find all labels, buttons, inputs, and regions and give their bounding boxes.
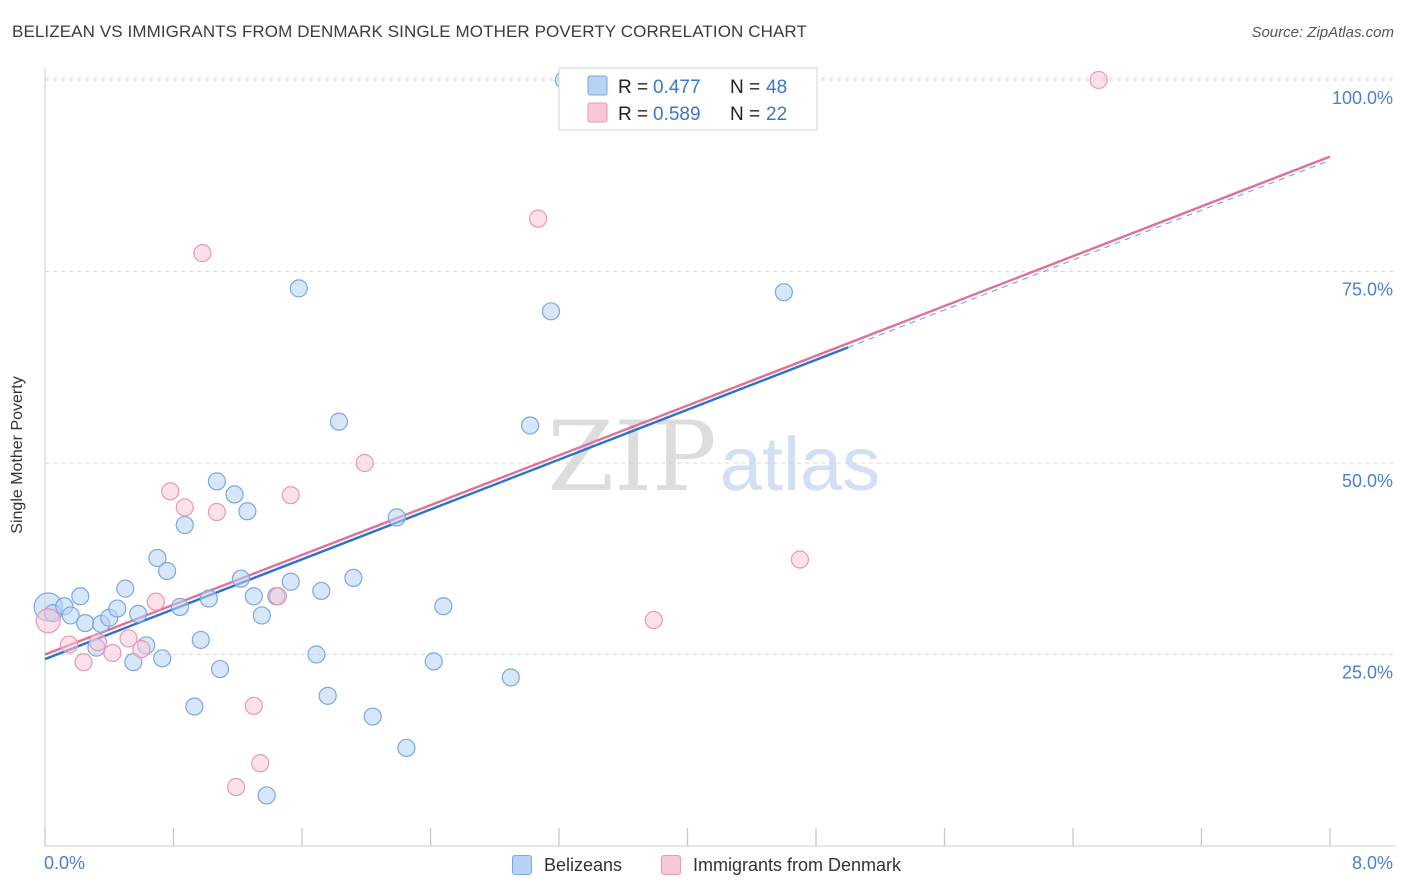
belizeans-point-17 <box>170 597 190 617</box>
denmark-point-3 <box>88 633 108 652</box>
denmark-point-15 <box>268 587 288 606</box>
denmark-point-18 <box>529 209 548 228</box>
denmark-point-20 <box>790 550 810 569</box>
belizeans-point-34 <box>312 581 331 601</box>
belizeans-point-47 <box>774 283 793 302</box>
belizeans-point-9 <box>108 599 127 618</box>
denmark-point-0 <box>35 608 61 634</box>
belizeans-point-20 <box>191 630 210 650</box>
belizeans-point-39 <box>387 508 406 527</box>
belizeans-point-18 <box>175 515 194 535</box>
denmark-point-19 <box>644 610 663 630</box>
legend-swatch-denmark <box>661 855 681 875</box>
denmark-trend-line <box>44 155 1331 656</box>
belizeans-point-31 <box>281 572 300 591</box>
belizeans-point-25 <box>231 569 251 588</box>
points-layer <box>33 70 1108 805</box>
legend-swatch-belizeans <box>512 855 532 875</box>
denmark-point-12 <box>227 777 246 797</box>
denmark-point-9 <box>175 498 194 517</box>
denmark-point-5 <box>119 629 138 648</box>
stats-legend-swatch-pink <box>587 102 608 123</box>
stats-legend-n-label-blue: N = <box>730 77 765 98</box>
legend-label-belizeans: Belizeans <box>544 854 623 875</box>
belizeans-point-36 <box>329 412 349 431</box>
belizeans-point-33 <box>307 645 326 664</box>
grid-layer <box>45 77 1395 655</box>
belizeans-point-40 <box>397 738 416 758</box>
belizeans-point-16 <box>157 561 177 581</box>
watermark-zip: ZIP <box>547 401 716 513</box>
denmark-point-17 <box>355 453 374 473</box>
denmark-point-1 <box>59 635 79 654</box>
tick-label-layer: 25.0% 50.0% 75.0% 100.0% 0.0% 8.0% <box>44 88 1393 873</box>
stats-legend-swatch-blue <box>587 75 608 96</box>
belizeans-point-19 <box>185 697 204 716</box>
y-tick-label-75: 75.0% <box>1342 280 1393 300</box>
stats-legend-n-value-blue: 48 <box>766 77 787 98</box>
belizeans-point-43 <box>501 668 520 687</box>
axes-layer <box>44 68 1395 847</box>
belizeans-point-42 <box>434 597 453 616</box>
denmark-point-10 <box>193 244 212 263</box>
belizeans-point-23 <box>210 659 230 679</box>
y-tick-label-100: 100.0% <box>1332 88 1393 108</box>
chart-title: BELIZEAN VS IMMIGRANTS FROM DENMARK SING… <box>12 22 807 41</box>
belizeans-point-3 <box>61 606 80 625</box>
bottom-legend: Belizeans Immigrants from Denmark <box>0 852 1406 878</box>
belizeans-point-22 <box>207 472 226 491</box>
belizeans-point-24 <box>225 485 244 504</box>
x-tick-label-min: 0.0% <box>44 853 85 873</box>
legend-label-denmark: Immigrants from Denmark <box>693 854 902 875</box>
watermark: ZIP atlas <box>547 401 880 513</box>
denmark-point-21 <box>1089 70 1108 90</box>
stats-legend-r-label-pink: R = <box>618 104 653 125</box>
belizeans-point-21 <box>199 589 218 608</box>
denmark-point-8 <box>161 482 180 501</box>
belizeans-point-5 <box>76 613 95 633</box>
denmark-point-11 <box>207 502 226 522</box>
belizeans-point-41 <box>424 652 443 671</box>
belizeans-point-26 <box>238 502 257 521</box>
x-tick-label-max: 8.0% <box>1352 853 1393 873</box>
watermark-atlas: atlas <box>720 422 881 507</box>
belizeans-point-27 <box>244 587 263 606</box>
denmark-point-16 <box>281 486 300 505</box>
stats-legend-n-label-pink: N = <box>730 104 765 125</box>
denmark-point-4 <box>103 643 122 663</box>
belizeans-point-15 <box>153 649 172 668</box>
stats-legend: R = 0.477 N = 48 R = 0.589 N = 22 <box>558 67 818 131</box>
belizeans-point-4 <box>71 587 90 606</box>
y-tick-label-25: 25.0% <box>1342 663 1393 683</box>
legend-item-belizeans: Belizeans <box>512 852 622 878</box>
stats-legend-r-value-blue: 0.477 <box>653 77 701 98</box>
belizeans-point-44 <box>520 416 540 435</box>
belizeans-point-14 <box>148 548 167 568</box>
legend-item-denmark: Immigrants from Denmark <box>661 852 901 878</box>
belizeans-point-38 <box>363 707 382 726</box>
belizeans-point-35 <box>318 686 337 705</box>
denmark-point-7 <box>146 592 165 611</box>
belizeans-point-37 <box>344 568 363 588</box>
denmark-point-14 <box>251 754 270 773</box>
belizeans-point-29 <box>257 786 276 805</box>
denmark-point-13 <box>244 696 263 715</box>
stats-legend-r-label-blue: R = <box>618 77 653 98</box>
source-credit: Source: ZipAtlas.com <box>1251 24 1394 41</box>
denmark-point-2 <box>74 653 93 672</box>
belizeans-point-10 <box>116 579 135 598</box>
belizeans-point-11 <box>124 653 143 672</box>
belizeans-point-12 <box>129 604 148 624</box>
stats-legend-r-value-pink: 0.589 <box>653 104 701 125</box>
denmark-point-6 <box>132 640 151 659</box>
belizeans-trend-extension <box>847 159 1331 348</box>
belizeans-point-45 <box>541 302 561 321</box>
stats-legend-n-value-pink: 22 <box>766 104 787 125</box>
y-tick-label-50: 50.0% <box>1342 471 1393 491</box>
belizeans-point-32 <box>289 279 308 298</box>
belizeans-point-28 <box>252 606 271 625</box>
